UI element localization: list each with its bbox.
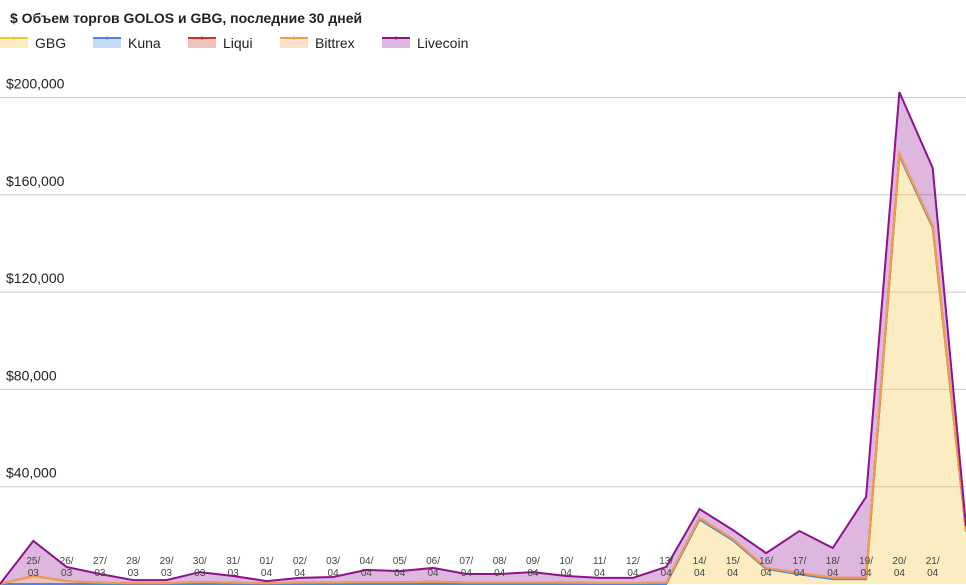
x-tick-label: 16/04: [759, 556, 774, 579]
series-line: [0, 150, 966, 585]
x-tick-label: 10/04: [559, 556, 574, 579]
area-fill: [0, 155, 966, 585]
area-fill: [0, 155, 966, 585]
y-tick-label: $40,000: [6, 465, 57, 481]
legend-swatch: [93, 38, 121, 48]
x-tick-label: 02/04: [292, 556, 307, 579]
legend-label: Kuna: [128, 35, 161, 51]
series-line: [0, 151, 966, 585]
x-tick-label: 08/04: [492, 556, 507, 579]
legend-dot: [394, 36, 398, 40]
x-tick-label: 04/04: [359, 556, 374, 579]
x-tick-label: 14/04: [692, 556, 707, 579]
legend-dot: [105, 36, 109, 40]
area-fill: [0, 154, 966, 584]
x-tick-label: 25/03: [26, 556, 41, 579]
x-tick-label: 21/04: [925, 556, 940, 579]
x-tick-label: 31/03: [226, 556, 241, 579]
x-tick-label: 05/04: [392, 556, 407, 579]
x-tick-label: 13/04: [659, 556, 674, 579]
x-tick-label: 28/03: [126, 556, 141, 579]
chart-title: $ Объем торгов GOLOS и GBG, последние 30…: [10, 10, 362, 26]
legend-label: GBG: [35, 35, 66, 51]
x-tick-label: 09/04: [526, 556, 540, 579]
x-tick-label: 26/03: [59, 556, 74, 579]
legend-swatch: [382, 38, 410, 48]
x-tick-label: 20/04: [892, 556, 907, 579]
legend-swatch: [188, 38, 216, 48]
x-tick-label: 18/04: [825, 556, 840, 579]
area-fill: [0, 154, 966, 584]
x-tick-label: 07/04: [459, 556, 474, 579]
legend-label: Bittrex: [315, 35, 355, 51]
area-fill: [0, 92, 966, 584]
legend-dot: [200, 36, 204, 40]
x-tick-label: 12/04: [625, 556, 640, 579]
legend-dot: [12, 36, 16, 40]
legend-dot: [292, 36, 296, 40]
legend-label: Livecoin: [417, 35, 468, 51]
series-line: [0, 91, 966, 585]
x-tick-label: 01/04: [259, 556, 274, 579]
x-tick-label: 29/03: [159, 556, 174, 579]
legend-swatch: [280, 38, 308, 48]
x-tick-label: 03/04: [326, 556, 341, 579]
legend-label: Liqui: [223, 35, 253, 51]
x-tick-label: 06/04: [426, 556, 440, 579]
x-tick-label: 27/03: [92, 556, 107, 579]
x-tick-label: 30/03: [192, 556, 207, 579]
x-tick-label: 11/04: [592, 556, 607, 579]
series-line: [0, 151, 966, 585]
y-tick-label: $120,000: [6, 270, 65, 286]
y-tick-label: $80,000: [6, 367, 57, 383]
series-line: [0, 150, 966, 585]
x-tick-label: 15/04: [725, 556, 740, 579]
x-tick-label: 19/04: [859, 556, 874, 579]
x-tick-label: 17/04: [792, 556, 807, 579]
y-tick-label: $200,000: [6, 75, 65, 91]
legend-swatch: [0, 38, 28, 48]
y-tick-label: $160,000: [6, 173, 65, 189]
